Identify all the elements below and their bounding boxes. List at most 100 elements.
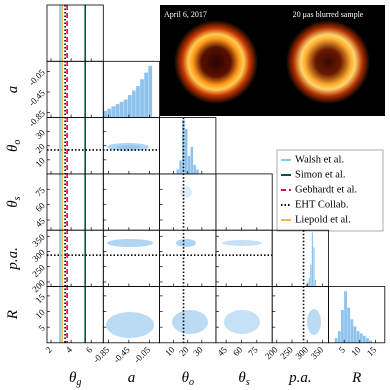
hist-bar <box>314 280 317 287</box>
hist-bar <box>187 155 191 174</box>
hist-bar <box>111 106 116 118</box>
y-tick-label: 350 <box>30 232 47 249</box>
hist-bar <box>313 247 315 287</box>
axis-label-sub: s <box>12 196 23 200</box>
panel-frame <box>46 229 104 287</box>
hist-bar <box>369 340 372 343</box>
axis-label-main: p.a. <box>288 370 312 386</box>
axis-label: θg <box>69 370 81 388</box>
panel-frame <box>271 229 329 287</box>
x-tick-label: 250 <box>278 344 295 361</box>
axis-label-main: R <box>351 370 361 386</box>
panel-frame <box>159 173 217 231</box>
hist-bar <box>190 146 194 174</box>
x-tick-label: 200 <box>263 344 280 361</box>
y-tick-label: 10 <box>33 155 47 169</box>
hist-bar <box>127 95 132 118</box>
image-label: April 6, 2017 <box>164 10 207 19</box>
x-tick-label: 300 <box>293 344 310 361</box>
axis-label-main: θ <box>69 370 77 386</box>
panel-frame <box>215 173 273 231</box>
legend-label: Simon et al. <box>295 169 345 180</box>
hist-bar <box>341 309 344 343</box>
hist-bar <box>136 86 140 118</box>
y-tick-label: 75 <box>33 185 47 199</box>
density-contours <box>106 143 321 338</box>
legend-label: Walsh et al. <box>295 154 344 165</box>
hist-bar <box>359 333 363 343</box>
axis-label: p.a. <box>5 247 21 271</box>
x-tick-label: 6 <box>84 344 95 355</box>
hist-bar <box>115 104 120 118</box>
hist-bar <box>305 284 307 287</box>
axis-label-main: a <box>128 370 136 386</box>
y-tick-label: -0.85 <box>27 108 48 129</box>
axis-label: p.a. <box>288 370 312 386</box>
hist-bar <box>107 108 112 118</box>
x-tick-label: 45 <box>216 344 230 358</box>
image-label: 20 μas blurred sample <box>293 10 364 19</box>
x-tick-label: -0.45 <box>111 344 132 365</box>
hist-bar <box>366 338 369 343</box>
axis-label-main: θ <box>182 370 190 386</box>
hist-bar <box>176 169 180 174</box>
x-tick-label: 10 <box>349 344 363 358</box>
hist-bar <box>103 110 108 118</box>
x-tick-label: 30 <box>191 344 205 358</box>
y-tick-label: 10 <box>33 307 47 321</box>
axis-label-sub: o <box>189 377 194 388</box>
panel-frame <box>46 286 104 344</box>
panel-frame <box>102 173 161 231</box>
legend-box <box>276 149 384 232</box>
y-tick-label: 60 <box>33 200 47 214</box>
axis-label-main: θ <box>238 370 246 386</box>
x-tick-label: 15 <box>365 344 379 358</box>
hist-bar <box>353 326 357 343</box>
panel-frame <box>271 286 329 344</box>
x-tick-label: -0.05 <box>132 344 153 365</box>
axis-label: θo <box>182 370 194 388</box>
axis-label-main: θ <box>5 144 21 152</box>
x-tick-label: 75 <box>246 344 260 358</box>
hist-bar <box>196 169 199 174</box>
image-panel: April 6, 2017 20 μas blurred sample <box>160 5 385 116</box>
axis-label: θs <box>238 370 249 388</box>
panel-frame <box>215 229 273 287</box>
x-tick-label: -0.85 <box>91 344 112 365</box>
hist-bar <box>123 99 128 118</box>
axis-label-sub: g <box>76 377 81 388</box>
panel-frame <box>46 4 104 62</box>
axis-label-main: a <box>5 86 21 94</box>
y-tick-label: 5 <box>37 323 48 334</box>
hist-bar <box>119 101 124 118</box>
y-axis-label: p.a. <box>5 247 21 271</box>
y-axis-label: θo <box>5 140 23 152</box>
hist-bar <box>344 291 347 343</box>
y-axis-label: a <box>5 86 21 94</box>
axis-label: θs <box>5 196 23 207</box>
hist-bar <box>184 128 188 174</box>
axis-label: a <box>5 86 21 94</box>
axis-label: R <box>351 370 361 386</box>
legend-label: Gebhardt et al. <box>295 184 357 195</box>
panel-frame <box>46 117 104 175</box>
y-tick-label: 30 <box>33 127 47 141</box>
y-axis-label: R <box>5 310 21 320</box>
hist-bar <box>350 319 354 343</box>
x-tick-label: 4 <box>64 344 75 355</box>
hist-bar <box>308 277 310 287</box>
y-tick-label: 45 <box>33 215 47 229</box>
hist-bar <box>144 72 149 118</box>
legend-label: Liepold et al. <box>295 214 351 225</box>
panel-frame <box>159 229 217 287</box>
axis-label: a <box>128 370 136 386</box>
legend: Walsh et al. Simon et al. Gebhardt et al. E… <box>276 149 384 232</box>
hist-bar <box>140 79 144 118</box>
y-tick-label: 20 <box>33 141 47 155</box>
x-tick-label: 60 <box>231 344 245 358</box>
hist-bar <box>179 160 182 174</box>
hist-bar <box>193 164 196 174</box>
axis-label: θo <box>5 140 23 152</box>
x-tick-label: 10 <box>163 344 177 358</box>
